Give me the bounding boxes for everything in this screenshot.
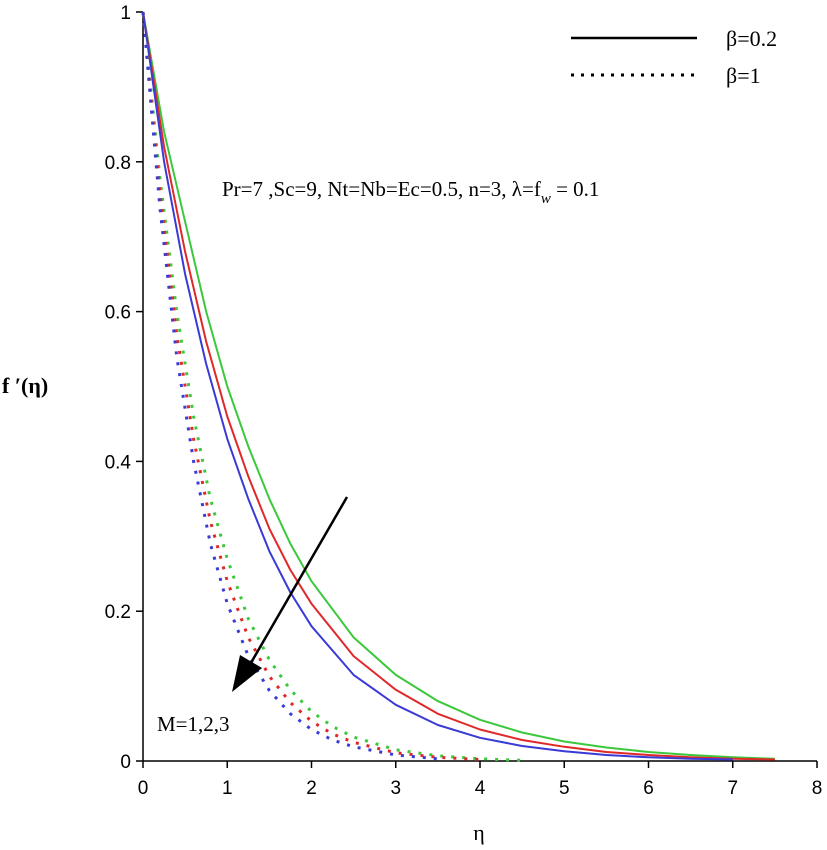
parameter-tail: = 0.1 (551, 177, 600, 201)
y-tick-label: 0.6 (105, 303, 131, 324)
x-tick-label: 3 (390, 778, 401, 799)
x-tick-label: 7 (727, 778, 738, 799)
series-line-solid-0 (142, 11, 775, 760)
series-line-dotted-3 (141, 11, 523, 762)
x-tick-label: 4 (475, 778, 486, 799)
parameter-subscript: w (541, 191, 551, 207)
series-line-dotted-4 (141, 11, 481, 761)
y-tick-label: 0 (120, 752, 131, 773)
arrow-label: M=1,2,3 (157, 712, 230, 736)
legend-label-beta-1: β=1 (726, 63, 761, 88)
y-ticks: 0 0.2 0.4 0.6 0.8 1 (105, 3, 143, 773)
y-tick-label: 0.2 (105, 602, 131, 623)
series-line-solid-1 (142, 11, 775, 761)
x-tick-label: 2 (306, 778, 317, 799)
x-tick-label: 1 (222, 778, 233, 799)
m-arrow (232, 496, 349, 692)
y-tick-label: 0.4 (105, 452, 132, 473)
x-tick-label: 5 (559, 778, 570, 799)
y-tick-label: 1 (120, 3, 131, 24)
series-line-dotted-5 (141, 11, 439, 761)
series-group (141, 11, 775, 762)
x-tick-label: 6 (643, 778, 654, 799)
y-tick-label: 0.8 (105, 153, 131, 174)
x-tick-label: 8 (812, 778, 823, 799)
series-line-solid-2 (142, 11, 733, 761)
parameter-main: Pr=7 ,Sc=9, Nt=Nb=Ec=0.5, n=3, λ=f (222, 177, 541, 201)
x-ticks: 0 1 2 3 4 5 6 7 8 (138, 761, 823, 799)
y-axis-label: f ′(η) (2, 373, 48, 398)
parameter-text: Pr=7 ,Sc=9, Nt=Nb=Ec=0.5, n=3, λ=fw = 0.… (222, 177, 599, 207)
legend-label-beta-0-2: β=0.2 (726, 26, 777, 51)
plot-area: 0 1 2 3 4 5 6 7 8 0 0.2 0.4 0.6 0.8 1 M=1,2,3 Pr=7 ,S… (105, 3, 823, 799)
x-tick-label: 0 (138, 778, 149, 799)
x-axis-label: η (473, 820, 485, 845)
legend: β=0.2 β=1 (571, 26, 777, 88)
